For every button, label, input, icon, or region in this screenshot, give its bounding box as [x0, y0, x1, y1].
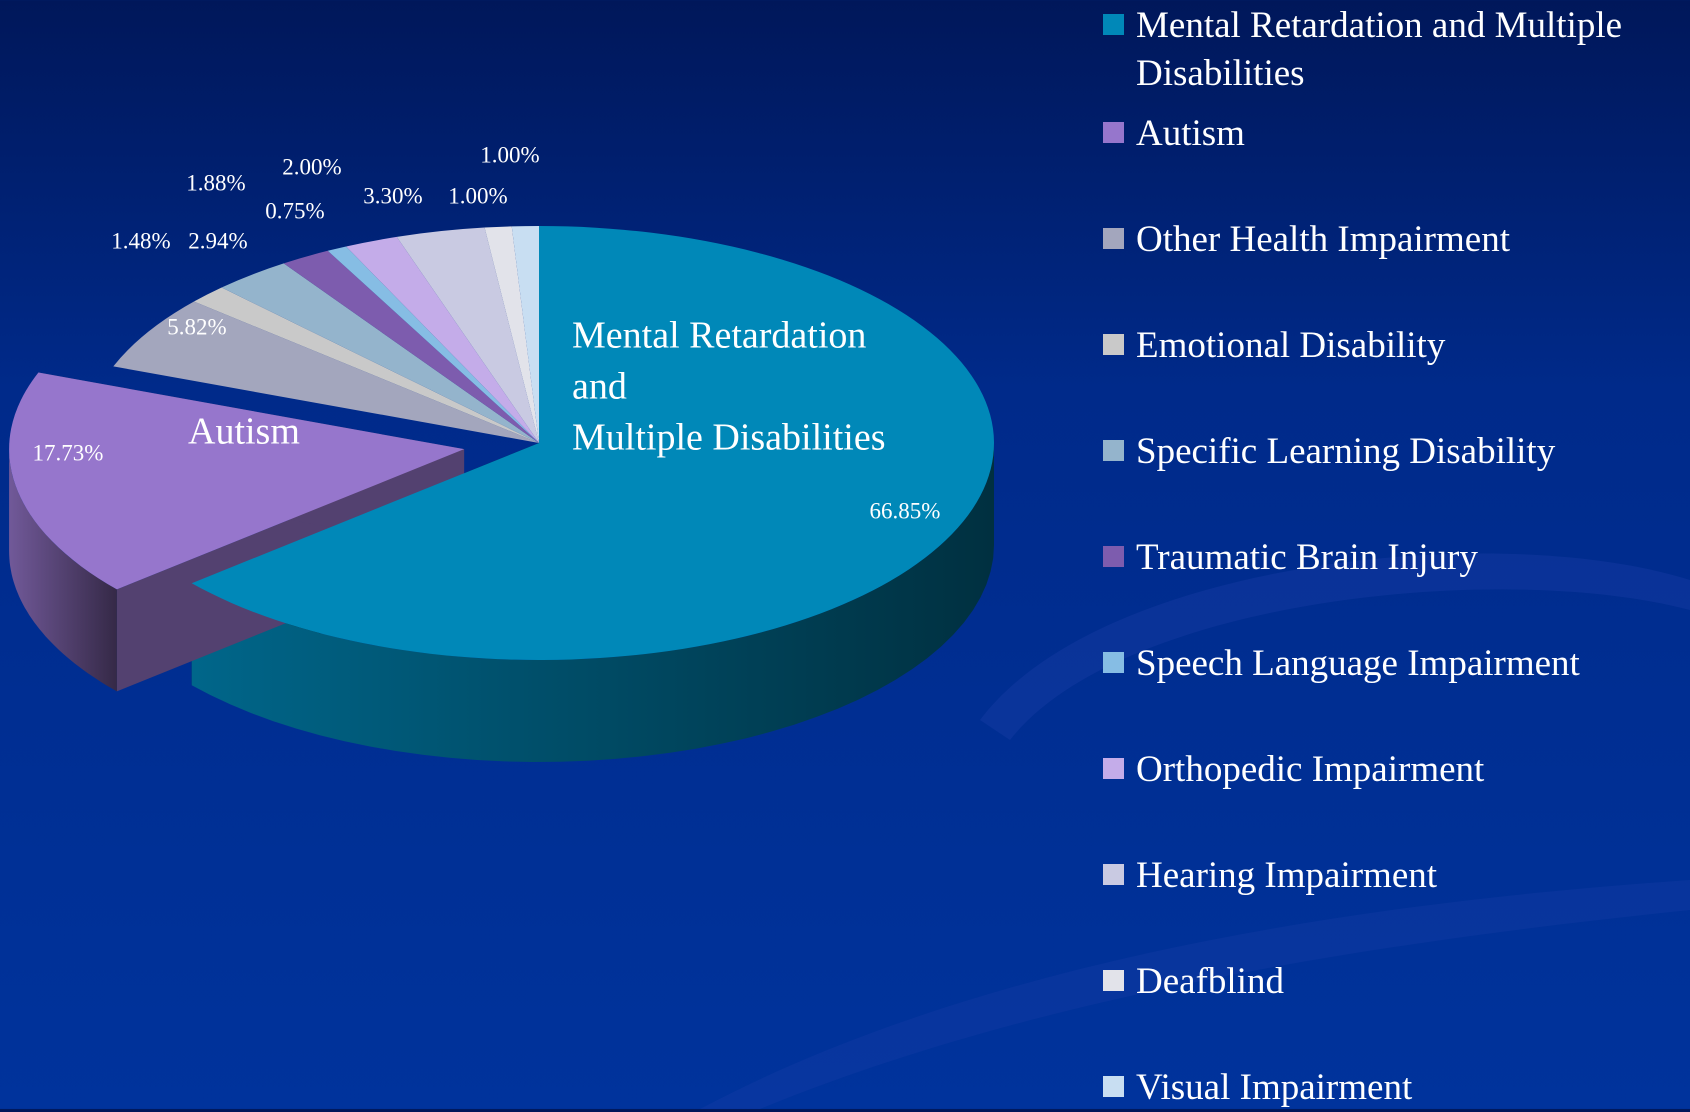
value-label: 66.85% [870, 498, 941, 523]
legend-item: Autism [1103, 110, 1683, 158]
slice [511, 226, 539, 443]
slice [346, 236, 539, 443]
legend-item: Specific Learning Disability [1103, 428, 1683, 476]
legend-swatch [1103, 970, 1124, 991]
slice-side [191, 443, 994, 762]
value-label: 1.88% [186, 170, 245, 195]
legend-swatch [1103, 1076, 1124, 1097]
legend-swatch [1103, 652, 1124, 673]
legend-label: Orthopedic Impairment [1136, 749, 1485, 790]
slice-name-label: Multiple Disabilities [572, 417, 885, 459]
legend-swatch [1103, 758, 1124, 779]
legend-label: Autism [1136, 113, 1245, 154]
value-label: 3.30% [363, 183, 422, 208]
decor-swoosh [700, 880, 1690, 1109]
legend-item: Orthopedic Impairment [1103, 746, 1683, 794]
legend-swatch [1103, 228, 1124, 249]
slice [9, 372, 465, 590]
legend-label: Speech Language Impairment [1136, 643, 1580, 684]
legend-item: Emotional Disability [1103, 322, 1683, 370]
legend-label: Emotional Disability [1136, 325, 1446, 366]
legend-label: Traumatic Brain Injury [1136, 537, 1478, 578]
legend-swatch [1103, 334, 1124, 355]
slice-side [9, 449, 117, 692]
value-label: 17.73% [33, 440, 104, 465]
value-label: 1.00% [480, 142, 539, 167]
legend-item: Traumatic Brain Injury [1103, 534, 1683, 582]
legend-swatch [1103, 546, 1124, 567]
slice [221, 263, 539, 443]
decor-swoosh [980, 553, 1690, 740]
slice [396, 227, 539, 443]
slice-name-label: Autism [188, 411, 300, 453]
legend-label: Visual Impairment [1136, 1067, 1413, 1108]
legend-label: Other Health Impairment [1136, 219, 1510, 260]
legend-label: Hearing Impairment [1136, 855, 1438, 896]
slice-name-label: Mental Retardation [572, 315, 866, 357]
slice [484, 226, 539, 443]
value-label: 2.00% [282, 154, 341, 179]
labels: 66.85% 17.73% 5.82% 1.48% 2.94% 1.88% 0.75% 2.0… [33, 142, 941, 523]
legend-item: Other Health Impairment [1103, 216, 1683, 264]
value-label: 5.82% [167, 314, 226, 339]
slice [191, 226, 995, 661]
legend-swatch [1103, 14, 1124, 35]
slice [113, 301, 539, 443]
slice [283, 250, 539, 443]
value-label: 1.48% [111, 228, 170, 253]
legend-item: Deafblind [1103, 958, 1683, 1006]
legend-item: Visual Impairment [1103, 1064, 1683, 1112]
value-label: 2.94% [188, 228, 247, 253]
legend-swatch [1103, 864, 1124, 885]
slice [193, 287, 539, 443]
legend-item: Hearing Impairment [1103, 852, 1683, 900]
legend-swatch [1103, 122, 1124, 143]
value-label: 1.00% [448, 183, 507, 208]
legend-item: Speech Language Impairment [1103, 640, 1683, 688]
slice-name-label: and [572, 366, 627, 408]
legend-label: Deafblind [1136, 961, 1284, 1002]
legend-item: Mental Retardation and Multiple Disabili… [1103, 2, 1683, 98]
value-label: 0.75% [265, 198, 324, 223]
slice [327, 246, 539, 443]
legend-swatch [1103, 440, 1124, 461]
pie-tops [9, 226, 995, 661]
legend-label: Specific Learning Disability [1136, 431, 1556, 472]
legend-label: Mental Retardation and Multiple Disabili… [1136, 5, 1623, 94]
